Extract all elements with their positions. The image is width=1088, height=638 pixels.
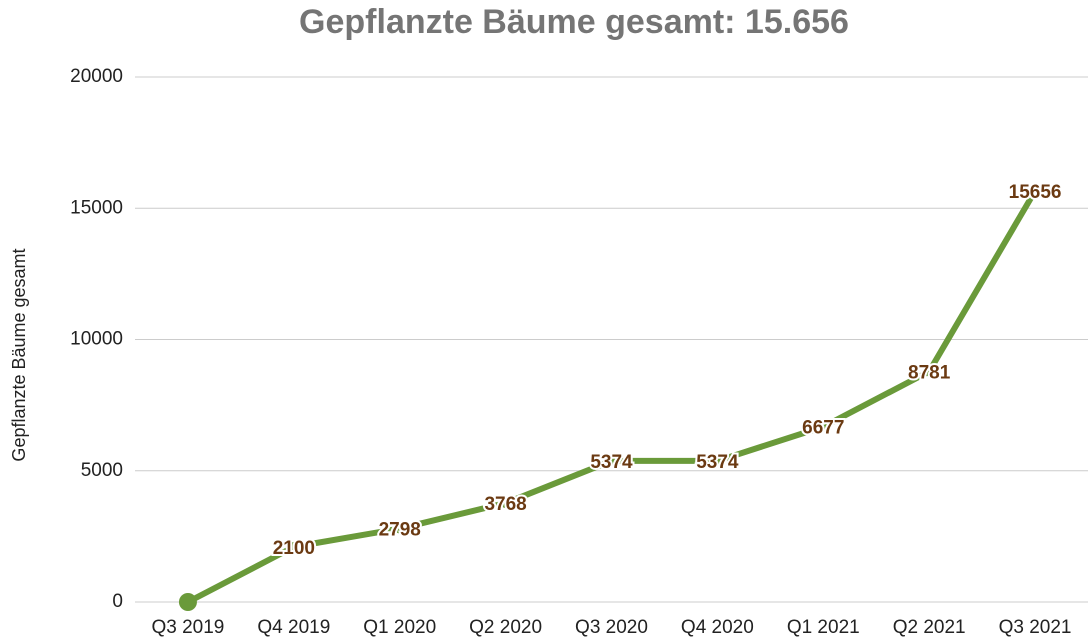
x-tick-label: Q3 2021 bbox=[999, 617, 1072, 638]
data-point bbox=[606, 455, 617, 466]
data-label: 2100 bbox=[273, 538, 315, 559]
data-point bbox=[818, 421, 829, 432]
x-tick-label: Q3 2020 bbox=[575, 617, 648, 638]
x-tick-label: Q3 2019 bbox=[151, 617, 224, 638]
data-point bbox=[288, 541, 299, 552]
data-label: 5374 bbox=[590, 452, 633, 473]
y-tick-label: 10000 bbox=[70, 329, 123, 350]
data-point bbox=[712, 455, 723, 466]
x-tick-label: Q1 2020 bbox=[363, 617, 436, 638]
chart-title: Gepflanzte Bäume gesamt: 15.656 bbox=[299, 3, 849, 41]
data-point bbox=[500, 498, 511, 509]
data-label: 5374 bbox=[696, 452, 739, 473]
x-tick-label: Q2 2021 bbox=[893, 617, 966, 638]
x-tick-label: Q4 2019 bbox=[257, 617, 330, 638]
data-label: 15656 bbox=[1009, 182, 1062, 203]
data-point bbox=[924, 366, 935, 377]
y-tick-label: 0 bbox=[112, 591, 123, 612]
y-tick-label: 20000 bbox=[70, 66, 123, 87]
data-point bbox=[1030, 186, 1041, 197]
y-tick-label: 15000 bbox=[70, 197, 123, 218]
data-point bbox=[178, 593, 197, 611]
data-point bbox=[394, 523, 405, 534]
y-tick-label: 5000 bbox=[81, 460, 123, 481]
data-label: 2798 bbox=[379, 520, 421, 541]
y-axis-label: Gepflanzte Bäume gesamt bbox=[9, 248, 29, 461]
x-tick-label: Q2 2020 bbox=[469, 617, 542, 638]
data-label: 6677 bbox=[802, 418, 844, 439]
data-label: 3768 bbox=[484, 494, 526, 515]
x-tick-label: Q4 2020 bbox=[681, 617, 754, 638]
data-label: 8781 bbox=[908, 363, 951, 384]
data-line bbox=[186, 189, 1038, 605]
x-tick-label: Q1 2021 bbox=[787, 617, 860, 638]
